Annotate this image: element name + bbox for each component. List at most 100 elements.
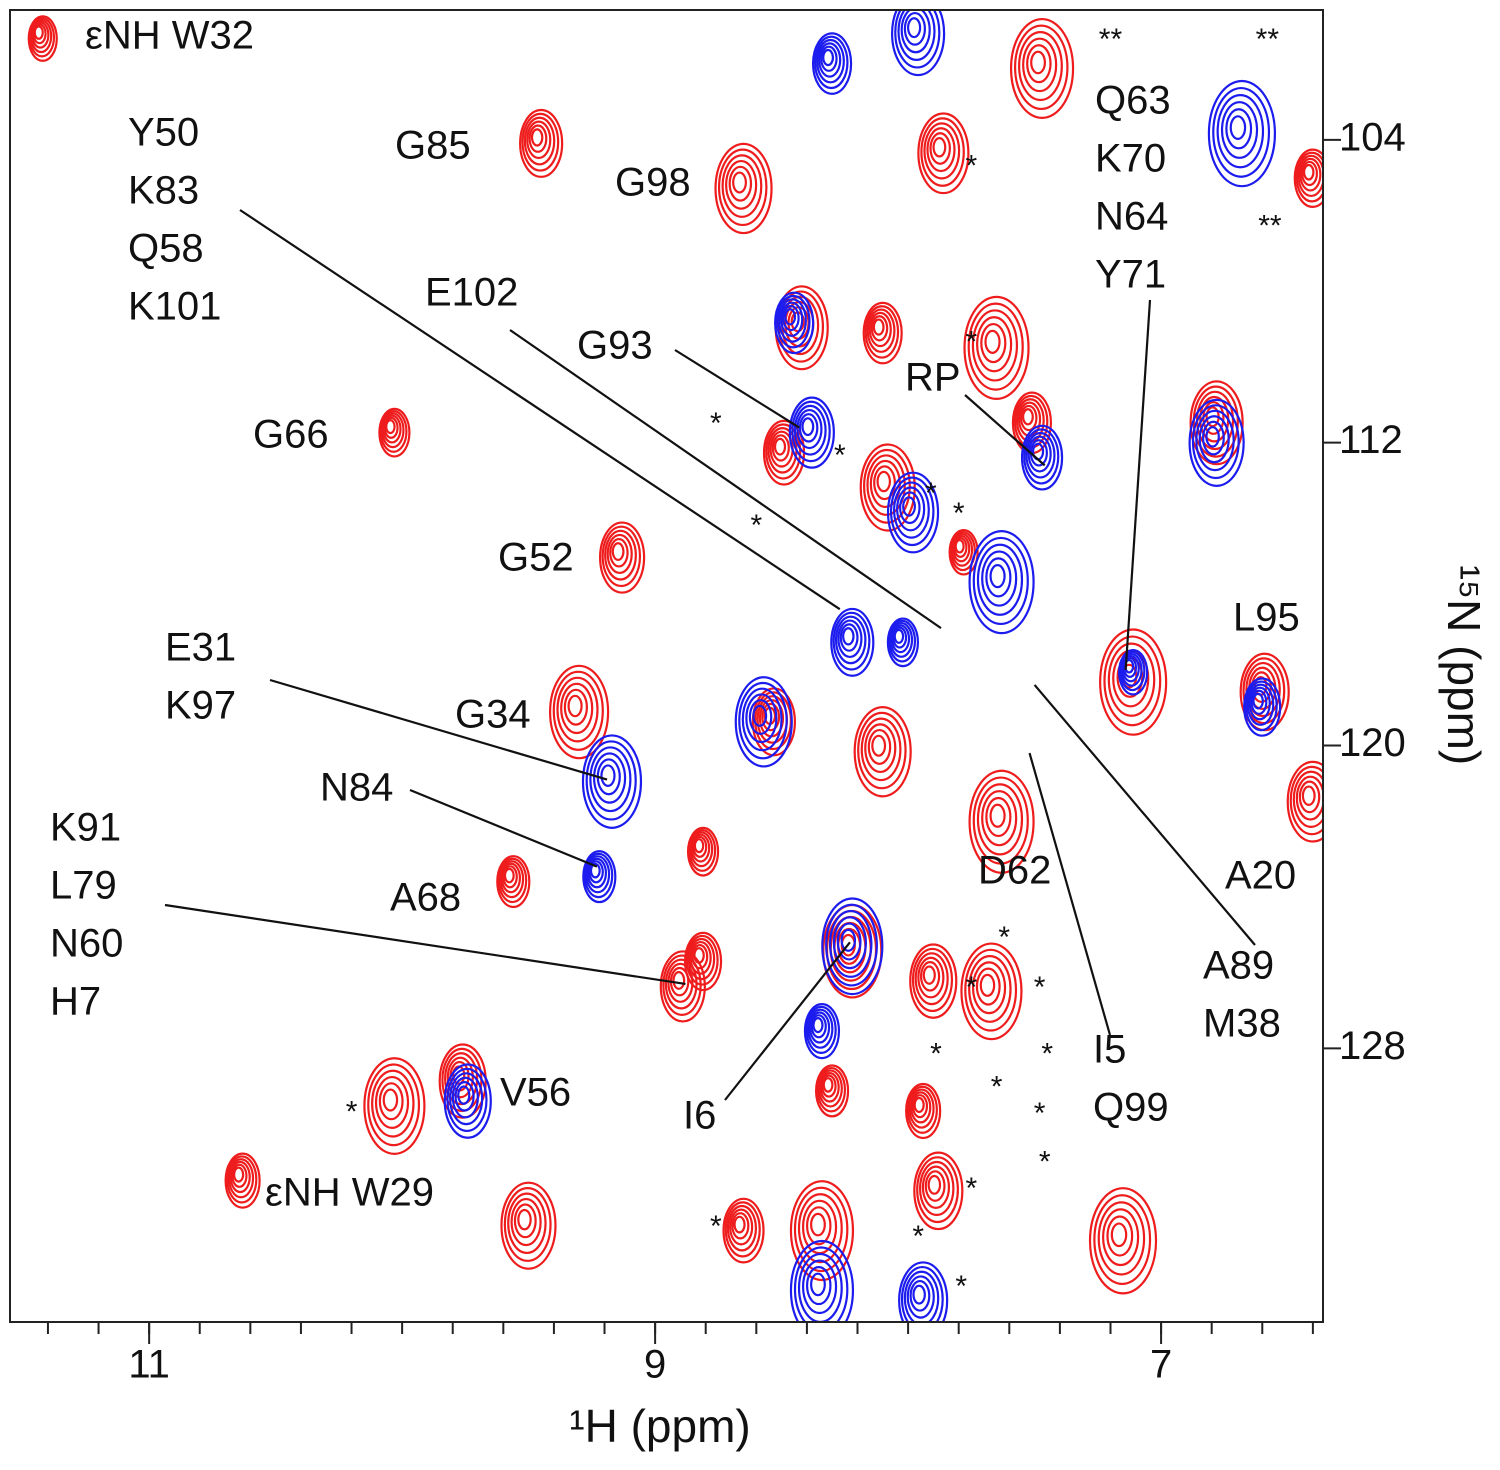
contour-level (606, 533, 633, 575)
contour-level (600, 764, 616, 787)
contour-level (985, 557, 1012, 598)
overlap-marker: * (953, 497, 965, 530)
contour-level (866, 308, 896, 353)
contour-level (1118, 648, 1149, 696)
contour-level (381, 412, 405, 449)
contour-level (1195, 409, 1235, 472)
contour-level (782, 304, 800, 332)
contour-level (1252, 692, 1264, 710)
peak-label: RP (905, 356, 961, 400)
contour-level (773, 437, 787, 456)
contour-level (853, 706, 912, 798)
contour-level (810, 1272, 826, 1297)
contour-level (818, 42, 842, 78)
peak-label: εNH W32 (85, 14, 254, 58)
contour-level (231, 1163, 248, 1188)
peak-label: I5 (1093, 1028, 1126, 1072)
contour-level (886, 617, 920, 668)
peak (811, 32, 853, 95)
contour-level (30, 19, 53, 54)
leader-line (724, 941, 851, 1101)
contour-level (27, 15, 58, 62)
contour-level (810, 1212, 826, 1237)
leader-line (239, 209, 841, 611)
peak (683, 931, 723, 992)
peak (1207, 79, 1277, 188)
contour-level (548, 664, 610, 760)
contour-level (905, 1082, 942, 1140)
peak (917, 112, 970, 195)
contour-level (586, 857, 608, 889)
contour-level (583, 852, 614, 899)
overlap-marker: * (966, 150, 978, 183)
contour-level (906, 17, 922, 39)
peak (853, 706, 912, 798)
contour-level (1246, 683, 1275, 726)
peak (1088, 1187, 1158, 1295)
contour-level (811, 32, 853, 95)
contour-level (968, 769, 1035, 874)
contour-level (919, 961, 941, 992)
contour-level (689, 831, 714, 868)
contour-level (367, 1063, 421, 1147)
overlap-marker: * (710, 1210, 722, 1243)
contour-level (1244, 680, 1278, 732)
peak (948, 528, 979, 576)
contour-level (1301, 160, 1318, 187)
peak (913, 1151, 964, 1231)
contour-level (1122, 656, 1138, 678)
contour-level (864, 305, 900, 359)
contour-level (765, 423, 802, 480)
leader-line (674, 349, 800, 429)
contour-level (32, 23, 47, 45)
peak (1020, 424, 1064, 491)
contour-level (897, 10, 936, 61)
contour-level (725, 159, 758, 210)
contour-level (687, 937, 716, 981)
contour-level (819, 1072, 840, 1103)
peak-label: G98 (615, 161, 691, 205)
peak-label: A68 (390, 876, 461, 920)
contour-level (862, 301, 903, 365)
peak-label: V56 (500, 1071, 571, 1115)
contour-level (863, 448, 911, 524)
contour-level (892, 626, 908, 649)
x-tick-label: 11 (128, 1343, 170, 1387)
contour-level (912, 1284, 926, 1305)
peak-label: K70 (1095, 137, 1166, 181)
contour-level (900, 1265, 944, 1322)
peak (886, 471, 940, 554)
contour-level (913, 1151, 964, 1231)
peak-label: Q99 (1093, 1086, 1169, 1130)
contour-level (726, 1204, 758, 1252)
peak (830, 607, 875, 677)
contour-level (774, 291, 815, 355)
contour-level (451, 1076, 479, 1119)
peak-label: G93 (577, 324, 653, 368)
peak (224, 1152, 261, 1209)
contour-level (927, 1174, 942, 1195)
contour-level (837, 619, 863, 659)
contour-level (902, 496, 916, 517)
contour-level (530, 128, 544, 147)
peak (803, 1003, 841, 1060)
contour-level (523, 116, 556, 166)
contour-level (733, 1215, 746, 1234)
contour-level (981, 550, 1018, 607)
peak-label: M38 (1203, 1002, 1281, 1046)
contour-level (801, 1259, 838, 1315)
peak (581, 734, 643, 829)
contour-level (906, 1275, 935, 1319)
peak (582, 850, 617, 904)
contour-level (911, 947, 954, 1013)
contour-level (224, 1152, 261, 1209)
contour-level (1019, 404, 1038, 432)
peak-label: H7 (50, 980, 101, 1024)
peak-label: Q58 (128, 227, 204, 271)
contour-level (560, 682, 594, 735)
contour-level (1189, 380, 1244, 466)
contour-level (871, 734, 887, 757)
contour-level (521, 112, 560, 172)
contour-level (752, 704, 768, 727)
contour-level (1295, 151, 1323, 203)
